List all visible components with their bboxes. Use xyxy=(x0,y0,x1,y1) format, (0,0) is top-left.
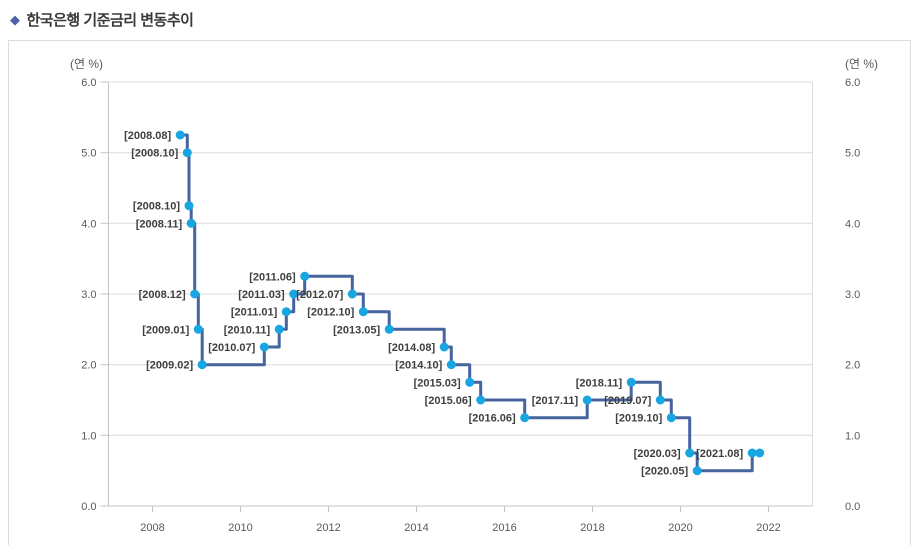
data-point-marker xyxy=(755,448,765,458)
y-axis-tick-label-left: 4.0 xyxy=(81,218,96,230)
data-point-marker xyxy=(747,448,757,458)
data-point-marker xyxy=(582,395,592,405)
y-axis-unit-right: (연 %) xyxy=(845,57,879,71)
data-point-label: [2014.08] xyxy=(388,342,435,354)
data-point-marker xyxy=(300,271,310,281)
x-axis-tick-label: 2016 xyxy=(492,522,516,534)
chart-container xyxy=(8,40,911,545)
data-point-label: [2012.10] xyxy=(307,307,354,319)
data-point-marker xyxy=(289,289,299,299)
data-point-label: [2021.08] xyxy=(696,448,743,460)
y-axis-tick-label-right: 3.0 xyxy=(845,289,860,301)
data-point-marker xyxy=(384,324,394,334)
data-point-label: [2020.03] xyxy=(634,448,681,460)
data-point-marker xyxy=(182,148,192,158)
y-axis-tick-label-left: 5.0 xyxy=(81,148,96,160)
y-axis-unit-left: (연 %) xyxy=(69,57,103,71)
data-point-label: [2009.02] xyxy=(146,360,193,372)
data-point-label: [2019.10] xyxy=(615,413,662,425)
chart-section-title: ◆ 한국은행 기준금리 변동추이 xyxy=(10,9,194,30)
data-point-marker xyxy=(190,289,200,299)
data-point-marker xyxy=(197,360,207,370)
data-point-label: [2019.07] xyxy=(604,395,651,407)
data-point-marker xyxy=(193,324,203,334)
data-point-marker xyxy=(446,360,456,370)
data-point-label: [2011.03] xyxy=(238,289,285,301)
data-point-label: [2017.11] xyxy=(532,395,579,407)
x-axis-tick-label: 2010 xyxy=(228,522,252,534)
data-point-label: [2014.10] xyxy=(395,360,442,372)
data-point-marker xyxy=(692,466,702,476)
data-point-label: [2016.06] xyxy=(469,413,516,425)
y-axis-tick-label-left: 6.0 xyxy=(81,77,96,89)
y-axis-tick-label-right: 4.0 xyxy=(845,218,860,230)
data-point-label: [2008.10] xyxy=(131,148,178,160)
data-point-marker xyxy=(626,377,636,387)
x-axis-tick-label: 2008 xyxy=(140,522,164,534)
data-point-marker xyxy=(666,413,676,423)
y-axis-tick-label-right: 0.0 xyxy=(845,501,860,513)
data-point-marker xyxy=(655,395,665,405)
data-point-label: [2015.06] xyxy=(425,395,472,407)
data-point-label: [2018.11] xyxy=(576,377,623,389)
data-point-marker xyxy=(175,130,185,140)
x-axis-tick-label: 2018 xyxy=(580,522,604,534)
data-point-marker xyxy=(259,342,269,352)
data-point-marker xyxy=(520,413,530,423)
page-title: 한국은행 기준금리 변동추이 xyxy=(26,12,194,29)
data-point-label: [2008.08] xyxy=(124,130,171,142)
data-point-label: [2008.12] xyxy=(139,289,186,301)
data-point-label: [2009.01] xyxy=(142,324,189,336)
y-axis-tick-label-right: 5.0 xyxy=(845,148,860,160)
y-axis-tick-label-right: 6.0 xyxy=(845,77,860,89)
y-axis-tick-label-right: 2.0 xyxy=(845,360,860,372)
data-point-label: [2015.03] xyxy=(414,377,461,389)
data-point-marker xyxy=(358,307,368,317)
data-point-label: [2008.10] xyxy=(133,201,180,213)
data-point-label: [2012.07] xyxy=(296,289,343,301)
data-point-marker xyxy=(347,289,357,299)
data-point-marker xyxy=(274,324,284,334)
data-point-marker xyxy=(184,201,194,211)
data-point-marker xyxy=(685,448,695,458)
diamond-bullet-icon: ◆ xyxy=(10,12,20,27)
data-point-label: [2011.01] xyxy=(231,307,278,319)
y-axis-tick-label-left: 0.0 xyxy=(81,501,96,513)
data-point-marker xyxy=(186,218,196,228)
data-point-label: [2008.11] xyxy=(136,218,183,230)
x-axis-tick-label: 2022 xyxy=(756,522,780,534)
x-axis-tick-label: 2020 xyxy=(668,522,692,534)
data-point-label: [2010.07] xyxy=(208,342,255,354)
data-point-label: [2013.05] xyxy=(333,324,380,336)
data-point-marker xyxy=(281,307,291,317)
data-point-label: [2010.11] xyxy=(224,324,271,336)
data-point-marker xyxy=(465,377,475,387)
x-axis-tick-label: 2014 xyxy=(404,522,428,534)
data-point-label: [2011.06] xyxy=(249,271,296,283)
y-axis-tick-label-left: 1.0 xyxy=(81,430,96,442)
data-point-marker xyxy=(439,342,449,352)
x-axis-tick-label: 2012 xyxy=(316,522,340,534)
data-point-label: [2020.05] xyxy=(641,466,688,478)
y-axis-tick-label-left: 3.0 xyxy=(81,289,96,301)
y-axis-tick-label-right: 1.0 xyxy=(845,430,860,442)
y-axis-tick-label-left: 2.0 xyxy=(81,360,96,372)
data-point-marker xyxy=(476,395,486,405)
